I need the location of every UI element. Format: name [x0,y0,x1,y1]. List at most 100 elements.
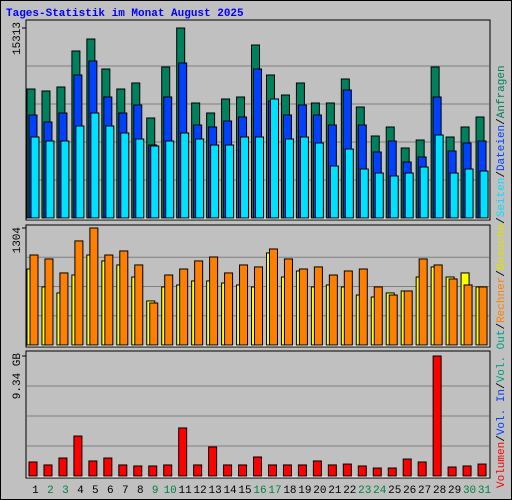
x-tick-label: 23 [358,485,371,497]
y-tick-label: 15313 [12,22,24,55]
x-tick-label: 22 [343,485,356,497]
legend-separator: / [496,118,508,125]
bar [329,165,339,219]
bar [433,264,443,346]
bar [148,465,158,477]
x-tick-label: 25 [388,485,401,497]
chart-title: Tages-Statistik im Monat August 2025 [6,8,244,20]
bar [403,290,413,346]
x-tick-label: 9 [152,485,159,497]
bar [417,461,427,477]
x-tick-label: 6 [107,485,114,497]
bar [43,464,53,477]
bar [357,465,367,477]
x-tick-label: 8 [137,485,144,497]
bar [299,136,309,219]
y-tick-label: 1304 [12,227,24,254]
bar [372,467,382,477]
bar [253,456,263,477]
legend-separator: / [496,435,508,442]
bar [269,98,279,219]
bar [135,138,145,219]
bar [389,175,399,219]
bar [120,132,130,219]
legend-separator: / [496,217,508,224]
bar [163,464,173,477]
x-tick-label: 17 [268,485,281,497]
bar [328,274,338,346]
bar [402,458,412,477]
x-tick-label: 11 [179,485,193,497]
legend-entry: Besuche [496,224,508,270]
legend-entry: Volumen [496,442,508,488]
bar [90,112,100,219]
x-tick-label: 16 [253,485,266,497]
bar [75,125,85,219]
bar [312,460,322,477]
legend-separator: / [496,382,508,389]
bar [179,268,189,346]
legend: Volumen/Vol. In/Vol. Out/Rechner/Besuche… [496,65,508,488]
bar [283,258,293,346]
bar [282,464,292,477]
bar [60,140,70,219]
bar [134,264,144,346]
bar [479,170,489,219]
bar [118,464,128,477]
x-tick-label: 26 [403,485,416,497]
bar [88,460,98,477]
bar [105,125,115,219]
bar [267,464,277,477]
bar [225,144,235,219]
bar [89,227,99,346]
bar [342,463,352,477]
bar [447,466,457,477]
x-tick-label: 30 [463,485,476,497]
bar [30,136,40,219]
legend-entry: Anfragen [496,65,508,118]
bar [284,138,294,219]
x-tick-label: 18 [283,485,296,497]
x-tick-label: 14 [223,485,237,497]
x-tick-label: 1 [32,485,39,497]
bar [432,355,442,477]
bar [150,145,160,219]
legend-entry: Rechner [496,277,508,323]
x-tick-label: 20 [313,485,326,497]
bar [180,132,190,219]
x-tick-label: 2 [47,485,54,497]
bar [374,172,384,219]
bar [313,266,323,346]
bar [74,240,84,346]
bar [418,258,428,346]
x-tick-label: 13 [208,485,221,497]
bar [73,435,83,477]
bar [359,168,369,219]
x-tick-label: 29 [448,485,461,497]
bar [297,464,307,477]
bar [209,256,219,346]
bar [44,258,54,346]
bar [449,172,459,219]
bar [448,278,458,346]
x-tick-label: 24 [373,485,387,497]
bar [419,166,429,219]
legend-separator: / [496,270,508,277]
legend-entry: Vol. Out [496,330,508,383]
bar [59,272,69,346]
bar [103,457,113,477]
bar [178,427,188,477]
x-tick-label: 10 [164,485,177,497]
x-tick-label: 28 [433,485,446,497]
bar [240,136,250,219]
bar [387,467,397,477]
bar [343,270,353,346]
bar [388,294,398,346]
x-tick-label: 4 [77,485,84,497]
bar [58,457,68,477]
bar [210,144,220,219]
bar [462,465,472,477]
bar [463,284,473,346]
bar [28,461,38,477]
